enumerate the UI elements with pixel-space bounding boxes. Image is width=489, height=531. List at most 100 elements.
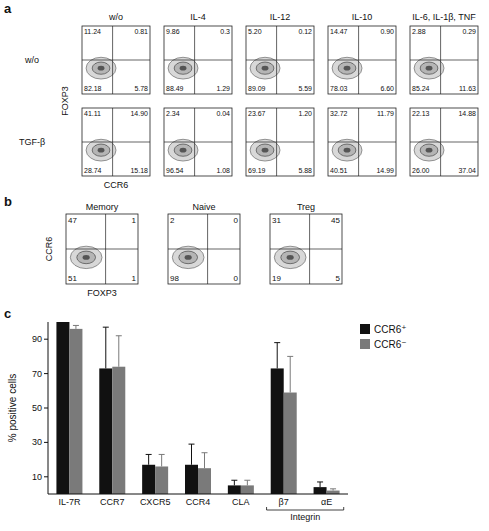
plot-frame (270, 214, 342, 284)
density-blob (332, 57, 362, 79)
flow-plot: 5.200.1289.095.59 (246, 26, 314, 94)
bar (327, 491, 340, 494)
panel-letter: a (4, 1, 12, 16)
density-blob (92, 62, 110, 74)
y-tick-label: 10 (32, 472, 42, 482)
error-bar (277, 343, 278, 369)
quadrant-line (328, 142, 396, 143)
error-bar (320, 482, 321, 487)
quadrant-percent: 31 (272, 216, 281, 225)
flow-plot: 2.340.0496.541.08 (164, 108, 232, 176)
y-tick-label: 70 (32, 369, 42, 379)
quadrant-percent: 1.29 (216, 85, 230, 92)
quadrant-percent: 26.00 (412, 167, 430, 174)
quadrant-percent: 11.63 (459, 85, 476, 92)
quadrant-percent: 0 (234, 216, 239, 225)
error-cap (189, 444, 195, 445)
column-head: IL-10 (352, 12, 373, 22)
density-blob (420, 62, 438, 74)
bar (99, 368, 112, 494)
quadrant-line (164, 142, 232, 143)
legend-label: CCR6⁺ (374, 324, 407, 335)
quadrant-percent: 82.18 (84, 85, 102, 92)
y-tick (44, 476, 48, 477)
x-tick-label: CXCR5 (140, 497, 171, 507)
density-blob (281, 251, 300, 264)
error-cap (287, 356, 293, 357)
x-tick-label: CCR7 (100, 497, 125, 507)
error-bar (234, 480, 235, 485)
x-tick-label: CLA (232, 497, 250, 507)
quadrant-percent: 11.24 (84, 28, 101, 35)
flow-plot: 20980 (168, 214, 240, 284)
quadrant-percent: 19 (272, 274, 281, 283)
plot-frame (410, 108, 478, 176)
flow-plot: 9.860.388.491.29 (164, 26, 232, 94)
error-cap (231, 480, 237, 481)
plot-frame (164, 108, 232, 176)
plot-title: Naive (192, 202, 215, 212)
quadrant-percent: 2.88 (412, 28, 426, 35)
error-cap (202, 452, 208, 453)
plot-title: Memory (86, 202, 119, 212)
density-blob (83, 255, 90, 260)
row-head: w/o (24, 55, 39, 65)
density-blob (86, 57, 116, 79)
quadrant-percent: 98 (170, 274, 179, 283)
density-blob (332, 139, 362, 161)
flow-plot: 14.470.9078.036.60 (328, 26, 396, 94)
x-axis (48, 494, 348, 495)
quadrant-percent: 96.54 (166, 167, 184, 174)
quadrant-percent: 22.13 (412, 110, 430, 117)
density-blob (344, 148, 351, 153)
error-bar (204, 453, 205, 468)
flow-plot: 2.880.2985.2411.63 (410, 26, 478, 94)
density-blob (420, 144, 438, 156)
quadrant-percent: 14.99 (376, 167, 394, 174)
flow-plot: 41.1114.9028.7415.18 (82, 108, 150, 176)
x-tick-label: IL-7R (58, 497, 81, 507)
column-head: w/o (108, 12, 123, 22)
plot-frame (164, 26, 232, 94)
quadrant-line (270, 249, 342, 250)
x-tick-label: αE (321, 497, 332, 507)
error-cap (317, 481, 323, 482)
error-bar (290, 356, 291, 392)
quadrant-percent: 28.74 (84, 167, 102, 174)
density-blob (256, 62, 274, 74)
quadrant-line (410, 60, 478, 61)
error-bar (161, 454, 162, 466)
density-blob (98, 66, 105, 71)
error-cap (60, 322, 66, 323)
flow-plot: 3145195 (270, 214, 342, 284)
density-blob (180, 148, 187, 153)
quadrant-percent: 2 (170, 216, 175, 225)
axis-title: CCR6 (44, 237, 54, 262)
quadrant-percent: 0.90 (380, 28, 394, 35)
quadrant-percent: 47 (68, 216, 77, 225)
density-blob (426, 148, 433, 153)
bar (198, 468, 211, 494)
density-blob (168, 139, 198, 161)
density-blob (338, 62, 356, 74)
row-head: TGF-β (19, 137, 45, 147)
quadrant-percent: 0.29 (462, 28, 476, 35)
quadrant-percent: 51 (68, 274, 77, 283)
bar (284, 393, 297, 494)
axis-title: FOXP3 (87, 288, 117, 298)
quadrant-percent: 40.51 (330, 167, 348, 174)
quadrant-percent: 45 (331, 216, 340, 225)
error-cap (146, 454, 152, 455)
column-head: IL-12 (270, 12, 291, 22)
group-label: Integrin (290, 512, 320, 522)
density-blob (414, 57, 444, 79)
flow-plot: 23.671.2069.195.88 (246, 108, 314, 176)
quadrant-percent: 5.20 (248, 28, 262, 35)
quadrant-line (328, 60, 396, 61)
density-blob (250, 139, 280, 161)
x-tick-label: CCR4 (186, 497, 211, 507)
density-blob (274, 246, 306, 268)
quadrant-percent: 1.20 (298, 110, 312, 117)
quadrant-line (164, 60, 232, 61)
y-tick (44, 339, 48, 340)
